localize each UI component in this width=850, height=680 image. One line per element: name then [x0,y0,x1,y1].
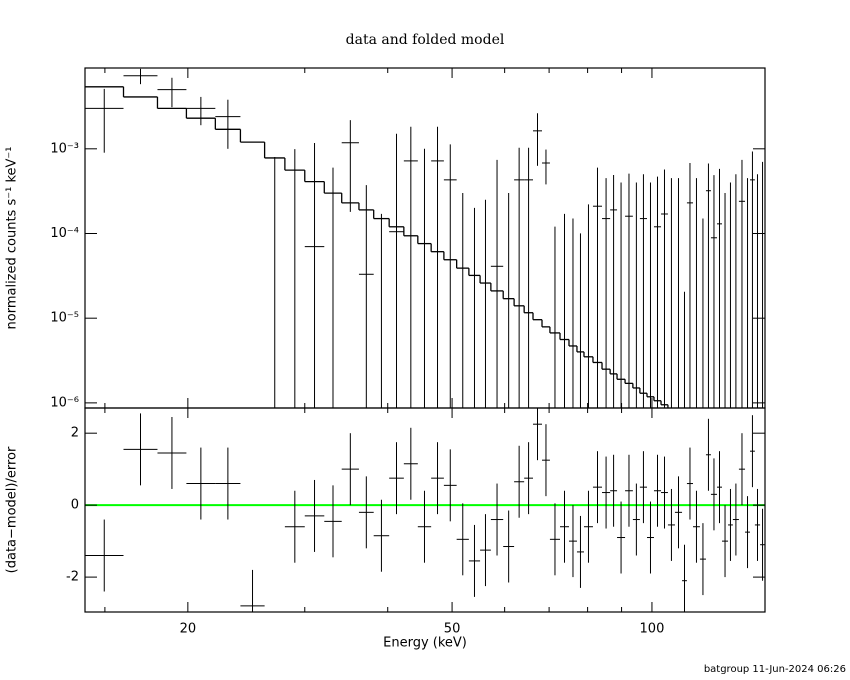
footer: batgroup 11-Jun-2024 06:26 [704,664,846,675]
bottom-frame [84,407,766,613]
y-axis-label: normalized counts s⁻¹ keV⁻¹ [5,147,20,330]
x-tick-label: 20 [180,622,197,637]
y-tick-label: 10⁻³ [50,141,79,156]
top-plot-area [85,68,765,408]
y-tick-label: 10⁻⁵ [50,311,79,326]
y-tick-label: 0 [71,498,79,513]
y-tick-label: -2 [66,570,79,585]
y-tick-label: 2 [71,426,79,441]
x-tick-label: 100 [640,622,665,637]
y-tick-label: 10⁻⁶ [50,395,79,410]
bottom-plot-area [85,408,765,612]
chart-title: data and folded model [346,32,505,48]
x-tick-label: 50 [444,622,461,637]
x-axis-label: Energy (keV) [383,636,467,651]
y-tick-label: 10⁻⁴ [50,226,79,241]
y-axis-label: (data−model)/error [5,446,20,573]
